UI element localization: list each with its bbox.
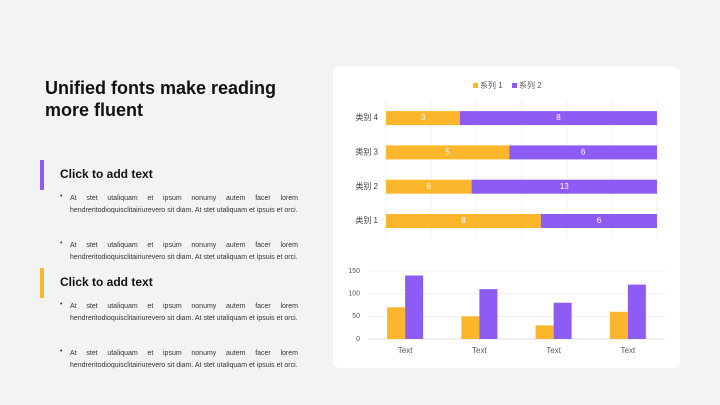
bar-segment [459,111,657,126]
slide-title: Unified fonts make reading more fluent [45,78,277,120]
legend-label: 系列 2 [519,80,542,90]
bar [627,284,646,339]
data-label: 6 [581,148,586,157]
bar [387,307,406,339]
bar-segment [386,179,472,194]
x-tick-label: Text [546,346,561,355]
bar-segment [540,214,657,228]
bullet-dot: • [60,240,63,247]
bar-segment [471,179,657,194]
data-label: 13 [560,182,569,191]
y-tick-label: 类别 4 [355,112,378,122]
bar-segment [386,214,541,228]
bullet-text: At stet utaliquam et ipsum nonumy autem … [70,303,298,322]
bar-segment [386,111,460,126]
bar [553,302,572,339]
bullet-text: At stet utaliquam et ipsum nonumy autem … [70,350,298,369]
bullet-dot: • [60,301,63,308]
y-tick-label: 0 [356,336,360,343]
bullet-dot: • [60,348,63,355]
legend-label: 系列 1 [480,80,503,90]
accent-bar [40,160,44,190]
accent-bar [40,268,44,298]
y-tick-label: 类别 2 [355,181,378,191]
x-tick-label: Text [472,346,487,355]
bar-segment [509,145,657,160]
y-tick-label: 类别 3 [355,147,378,157]
y-tick-label: 150 [348,268,360,275]
data-label: 6 [597,216,602,225]
bullet-dot: • [60,193,63,200]
bar [405,275,424,339]
data-label: 6 [427,182,432,191]
data-label: 8 [461,216,466,225]
bar-segment [386,145,510,160]
data-label: 8 [556,113,561,122]
bar [479,289,498,339]
legend-swatch [473,83,478,88]
bullet-text: At stet utaliquam et ipsum nonumy autem … [70,195,298,214]
section-heading: Click to add text [60,275,153,289]
x-tick-label: Text [398,346,413,355]
bullet-text: At stet utaliquam et ipsum nonumy autem … [70,242,298,261]
section-heading: Click to add text [60,167,153,181]
y-tick-label: 类别 1 [355,215,378,225]
bar [535,325,554,339]
legend-swatch [512,83,517,88]
bar [461,316,480,339]
data-label: 5 [445,148,450,157]
y-tick-label: 50 [352,313,360,320]
bar [609,311,628,339]
data-label: 3 [421,113,426,122]
y-tick-label: 100 [348,291,360,298]
x-tick-label: Text [621,346,636,355]
